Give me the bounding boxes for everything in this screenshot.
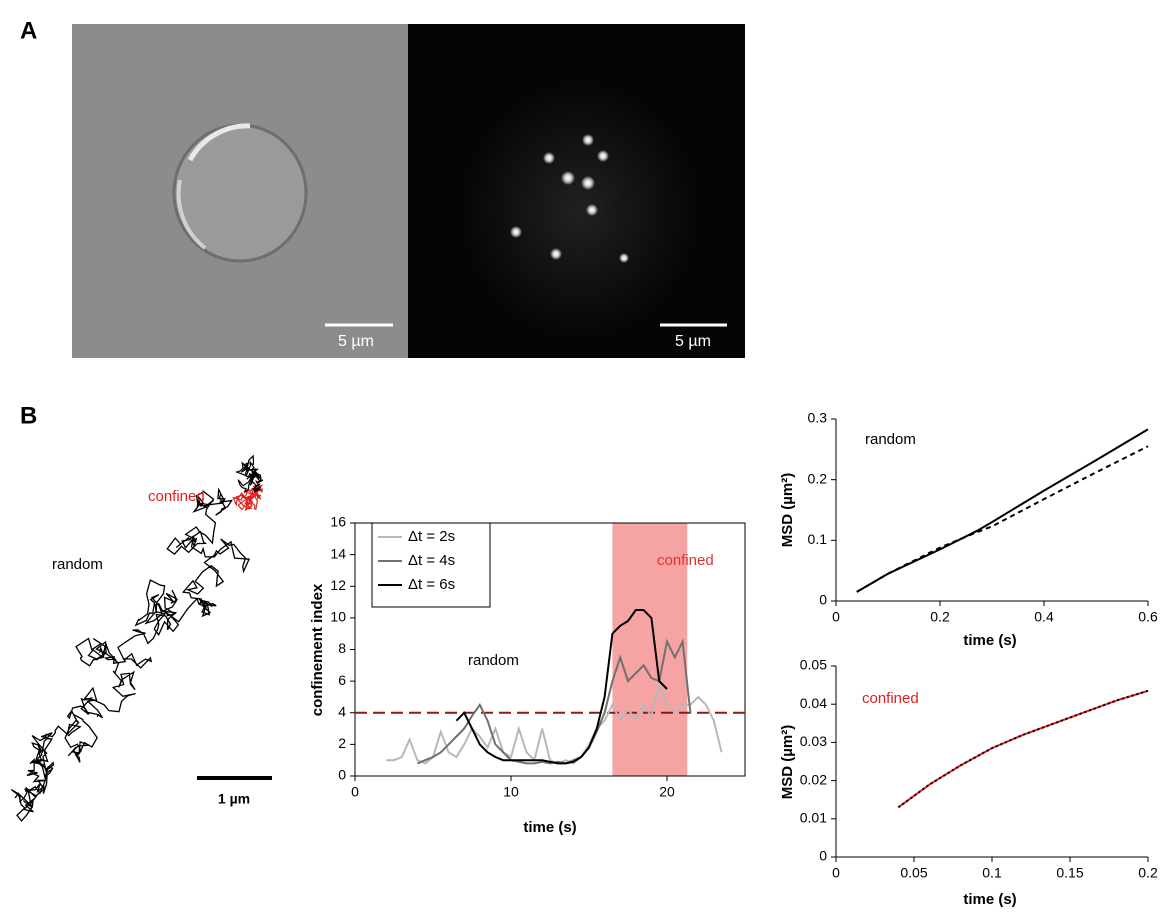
x-axis-label: time (s) [963, 891, 1016, 908]
x-tick-label: 0 [832, 609, 840, 625]
annotation: confined [862, 690, 919, 707]
panel-label: B [20, 402, 37, 429]
y-tick-label: 4 [338, 703, 346, 719]
x-tick-label: 0.2 [930, 609, 950, 625]
scale-bar-label: 5 µm [338, 333, 374, 350]
trajectory-label: confined [148, 488, 205, 505]
y-tick-label: 6 [338, 672, 346, 688]
y-tick-label: 0 [338, 767, 346, 783]
trajectory-label: random [52, 556, 103, 573]
x-tick-label: 0.4 [1034, 609, 1054, 625]
y-tick-label: 0.1 [808, 531, 828, 547]
series-line [856, 445, 1149, 593]
x-axis-label: time (s) [963, 632, 1016, 649]
legend-label: Δt = 6s [408, 576, 455, 593]
y-tick-label: 0.01 [800, 810, 827, 826]
y-tick-label: 0.3 [808, 410, 828, 426]
y-tick-label: 8 [338, 640, 346, 656]
y-tick-label: 14 [330, 545, 346, 561]
y-tick-label: 0.02 [800, 771, 827, 787]
x-axis-label: time (s) [523, 819, 576, 836]
y-tick-label: 12 [330, 577, 346, 593]
legend-label: Δt = 4s [408, 552, 455, 569]
y-tick-label: 0.2 [808, 470, 828, 486]
series-line [897, 689, 1149, 809]
random-path [10, 487, 251, 822]
series-line [455, 609, 668, 765]
y-axis-label: MSD (µm²) [779, 725, 796, 799]
confined-path [232, 479, 264, 511]
y-tick-label: 0 [819, 592, 827, 608]
y-axis-label: MSD (µm²) [779, 473, 796, 547]
highlight-region [612, 523, 688, 776]
x-tick-label: 10 [503, 784, 519, 800]
x-tick-label: 0 [351, 784, 359, 800]
scale-bar-label: 5 µm [675, 333, 711, 350]
series-line [856, 428, 1149, 593]
trajectory [10, 454, 264, 822]
x-tick-label: 0.05 [900, 865, 927, 881]
x-tick-label: 0 [832, 865, 840, 881]
x-tick-label: 0.1 [982, 865, 1002, 881]
scale-bar-label: 1 µm [218, 791, 250, 807]
annotation: random [468, 652, 519, 669]
panel-label: A [20, 17, 37, 44]
cell-highlight [176, 179, 207, 250]
y-tick-label: 16 [330, 514, 346, 530]
legend-label: Δt = 2s [408, 528, 455, 545]
y-tick-label: 0.05 [800, 657, 827, 673]
y-axis-label: confinement index [309, 583, 326, 716]
y-tick-label: 0.03 [800, 733, 827, 749]
cell-highlight [187, 123, 251, 162]
y-tick-label: 10 [330, 609, 346, 625]
x-tick-label: 0.2 [1138, 865, 1158, 881]
annotation: confined [657, 552, 714, 569]
background-glow [460, 80, 700, 340]
annotation: random [865, 431, 916, 448]
x-tick-label: 20 [659, 784, 675, 800]
series-line [897, 689, 1149, 809]
y-tick-label: 2 [338, 735, 346, 751]
confined-path [235, 454, 264, 493]
fluorescent-spots [510, 134, 629, 263]
cell [172, 123, 308, 263]
y-tick-label: 0 [819, 848, 827, 864]
x-tick-label: 0.15 [1056, 865, 1083, 881]
y-tick-label: 0.04 [800, 695, 827, 711]
x-tick-label: 0.6 [1138, 609, 1158, 625]
